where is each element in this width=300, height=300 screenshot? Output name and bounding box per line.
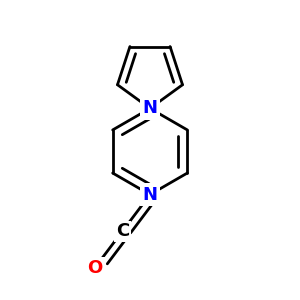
Text: N: N [142,99,158,117]
Text: N: N [142,186,158,204]
Text: C: C [116,222,129,240]
Text: O: O [87,259,102,277]
